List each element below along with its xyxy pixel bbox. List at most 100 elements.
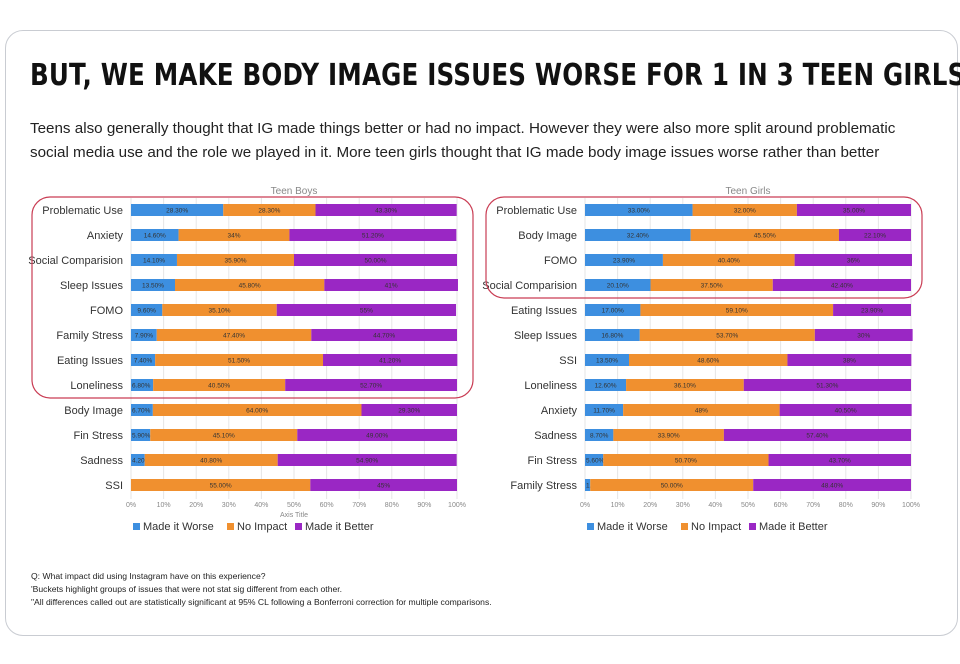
bar-made-it-worse-family-stress (131, 329, 157, 341)
bar-made-it-better-eating-issues (323, 354, 458, 366)
category-label-loneliness: Loneliness (524, 380, 577, 392)
bar-made-it-worse-social-comparision (585, 279, 651, 291)
data-label-no-impact-fomo: 35.10% (208, 307, 230, 314)
data-label-made-it-worse-social-comparision: 14.10% (143, 257, 165, 264)
data-label-made-it-better-fin-stress: 43.70% (829, 457, 851, 464)
bar-no-impact-body-image (690, 229, 839, 241)
category-label-eating-issues: Eating Issues (57, 355, 124, 367)
bar-made-it-worse-fin-stress (131, 429, 151, 441)
data-label-made-it-better-problematic-use: 35.00% (843, 207, 865, 214)
bar-made-it-better-family-stress (753, 479, 911, 491)
bar-no-impact-anxiety (178, 229, 290, 241)
bar-no-impact-body-image (152, 404, 362, 416)
category-label-social-comparision: Social Comparision (28, 255, 123, 267)
bar-made-it-better-body-image (838, 229, 911, 241)
bar-made-it-better-fomo (794, 254, 912, 266)
data-label-made-it-worse-body-image: 6.70% (132, 407, 151, 414)
data-label-no-impact-fomo: 40.40% (718, 257, 740, 264)
data-label-made-it-worse-family-stress: 7.90% (135, 332, 154, 339)
chart-teen-boys: Teen Boys Problematic Use 28.30% 28.30% 43.3… (28, 182, 480, 544)
tick-label-50: 50% (287, 502, 301, 509)
bar-no-impact-sadness (613, 429, 724, 441)
category-label-sleep-issues: Sleep Issues (60, 280, 123, 292)
category-label-ssi: SSI (105, 480, 123, 492)
data-label-no-impact-anxiety: 48% (695, 407, 708, 414)
bar-made-it-worse-sadness (585, 429, 614, 441)
tick-label-30: 30% (676, 502, 690, 509)
tick-label-50: 50% (741, 502, 755, 509)
category-label-fin-stress: Fin Stress (527, 455, 577, 467)
tick-label-60: 60% (774, 502, 788, 509)
data-label-made-it-better-loneliness: 52.70% (360, 382, 382, 389)
footnote-significance: "All differences called out are statisti… (31, 597, 492, 607)
bar-no-impact-eating-issues (640, 304, 834, 316)
bar-made-it-worse-body-image (585, 229, 691, 241)
category-label-family-stress: Family Stress (56, 330, 123, 342)
data-label-made-it-worse-fomo: 23.90% (613, 257, 635, 264)
legend-swatch-no-impact (681, 523, 688, 530)
legend-label-no-impact: No Impact (691, 521, 741, 533)
data-label-no-impact-ssi: 55.00% (210, 482, 232, 489)
data-label-no-impact-social-comparision: 35.90% (224, 257, 246, 264)
legend-swatch-no-impact (227, 523, 234, 530)
bar-made-it-worse-social-comparision (131, 254, 177, 266)
tick-label-0: 0% (580, 502, 590, 509)
data-label-no-impact-eating-issues: 59.10% (726, 307, 748, 314)
tick-label-40: 40% (708, 502, 722, 509)
tick-label-30: 30% (222, 502, 236, 509)
data-label-no-impact-body-image: 45.50% (754, 232, 776, 239)
data-label-made-it-worse-fin-stress: 5.60% (586, 457, 605, 464)
data-label-no-impact-social-comparision: 37.50% (701, 282, 723, 289)
bar-made-it-worse-fomo (585, 254, 663, 266)
data-label-made-it-worse-sleep-issues: 16.80% (601, 332, 623, 339)
category-label-fomo: FOMO (544, 255, 577, 267)
legend-label-made-it-better: Made it Better (759, 521, 828, 533)
category-label-problematic-use: Problematic Use (496, 205, 577, 217)
footnote-buckets: 'Buckets highlight groups of issues that… (31, 584, 343, 594)
bar-made-it-better-sleep-issues (814, 329, 913, 341)
bar-no-impact-loneliness (153, 379, 286, 391)
category-label-anxiety: Anxiety (87, 230, 124, 242)
data-label-made-it-worse-sadness: 8.70% (590, 432, 609, 439)
data-label-made-it-better-loneliness: 51.30% (816, 382, 838, 389)
bar-made-it-worse-sleep-issues (585, 329, 640, 341)
category-label-sleep-issues: Sleep Issues (514, 330, 577, 342)
legend-label-made-it-worse: Made it Worse (143, 521, 214, 533)
bar-made-it-worse-ssi (585, 354, 630, 366)
chart-teen-girls: Teen Girls Problematic Use 33.00% 32.00% 35.… (482, 182, 934, 544)
bar-no-impact-social-comparision (176, 254, 294, 266)
data-label-made-it-worse-loneliness: 6.80% (132, 382, 151, 389)
data-label-made-it-better-sadness: 54.90% (356, 457, 378, 464)
category-label-loneliness: Loneliness (70, 380, 123, 392)
legend-swatch-made-it-worse (133, 523, 140, 530)
data-label-made-it-better-fomo: 36% (847, 257, 860, 264)
category-label-problematic-use: Problematic Use (42, 205, 123, 217)
bar-no-impact-loneliness (626, 379, 744, 391)
legend-label-made-it-better: Made it Better (305, 521, 374, 533)
data-label-made-it-worse-eating-issues: 7.40% (134, 357, 153, 364)
data-label-made-it-better-body-image: 29.30% (398, 407, 420, 414)
data-label-no-impact-anxiety: 34% (228, 232, 241, 239)
data-label-made-it-worse-sadness: 4.20% (132, 457, 151, 464)
data-label-made-it-better-fomo: 55% (360, 307, 373, 314)
bar-made-it-worse-fin-stress (585, 454, 604, 466)
data-label-made-it-better-eating-issues: 41.20% (379, 357, 401, 364)
chart-teen-girls-svg: Teen Girls Problematic Use 33.00% 32.00% 35.… (482, 186, 923, 533)
chart-title: Teen Boys (271, 186, 318, 197)
data-label-made-it-worse-problematic-use: 28.30% (166, 207, 188, 214)
bar-made-it-worse-family-stress (585, 479, 591, 491)
bar-made-it-better-fin-stress (297, 429, 457, 441)
data-label-made-it-better-family-stress: 44.70% (373, 332, 395, 339)
data-label-made-it-worse-social-comparision: 20.10% (607, 282, 629, 289)
bar-made-it-worse-body-image (131, 404, 153, 416)
data-label-made-it-worse-sleep-issues: 13.50% (142, 282, 164, 289)
tick-label-40: 40% (254, 502, 268, 509)
bar-made-it-worse-sleep-issues (131, 279, 176, 291)
legend-label-no-impact: No Impact (237, 521, 287, 533)
bar-made-it-better-sadness (277, 454, 457, 466)
bar-made-it-better-loneliness (285, 379, 457, 391)
bar-made-it-better-eating-issues (833, 304, 911, 316)
bar-made-it-worse-problematic-use (131, 204, 224, 216)
data-label-no-impact-sleep-issues: 45.80% (239, 282, 261, 289)
data-label-no-impact-loneliness: 40.50% (208, 382, 230, 389)
